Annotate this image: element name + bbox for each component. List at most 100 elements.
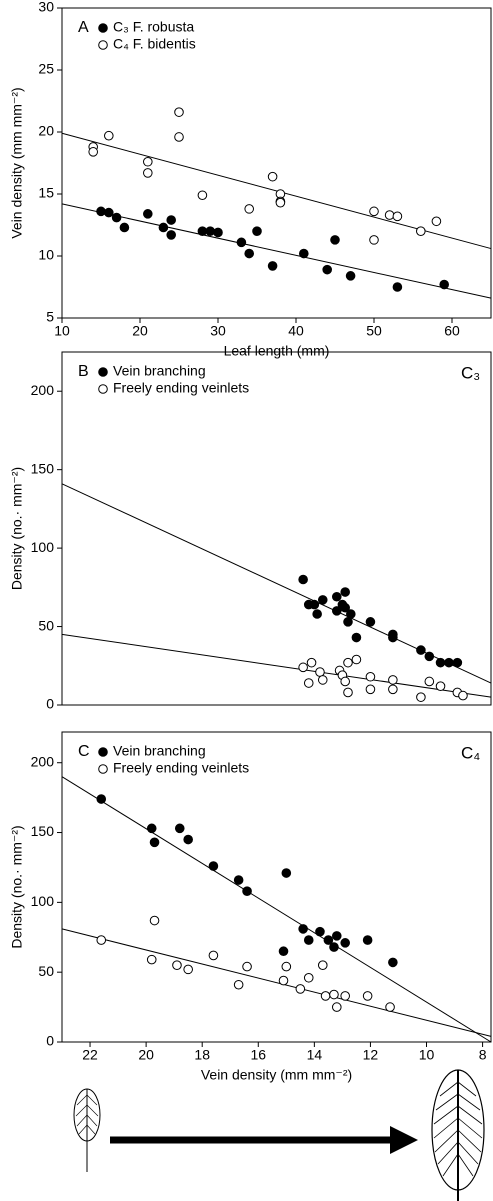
legend-label: Freely ending veinlets xyxy=(113,760,249,776)
legend-marker xyxy=(98,764,108,774)
data-point xyxy=(267,171,278,182)
data-point xyxy=(281,961,292,972)
data-point xyxy=(340,991,350,1001)
data-point xyxy=(213,227,223,238)
data-point xyxy=(439,279,450,290)
y-tick-label: 10 xyxy=(38,247,54,263)
trend-line xyxy=(61,928,492,1037)
data-point xyxy=(331,931,342,941)
y-axis-label: Vein density (mm mm⁻²) xyxy=(9,87,25,238)
y-tick-label: 200 xyxy=(31,382,55,398)
y-tick-label: 0 xyxy=(46,696,54,712)
data-point xyxy=(174,823,185,834)
data-point xyxy=(146,954,157,965)
data-point xyxy=(317,675,328,685)
y-axis-label: Density (no.· mm⁻²) xyxy=(9,825,25,948)
data-point xyxy=(111,212,122,223)
y-tick-label: 100 xyxy=(31,539,55,555)
data-point xyxy=(452,657,463,668)
data-point xyxy=(306,657,317,668)
data-point xyxy=(343,687,353,698)
data-point xyxy=(183,834,193,845)
data-point xyxy=(444,657,454,668)
data-point xyxy=(424,651,435,662)
trend-line xyxy=(61,633,492,698)
data-point xyxy=(244,248,254,259)
data-point xyxy=(312,609,322,619)
data-point xyxy=(340,587,350,597)
panel: 0 50 100 150 200 Density (no.· mm⁻²) B C₃ Vein b… xyxy=(9,351,492,712)
data-point xyxy=(346,609,356,619)
data-point xyxy=(208,950,219,961)
x-axis-label: Leaf length (mm) xyxy=(224,343,330,359)
data-point xyxy=(233,979,244,990)
data-point xyxy=(119,222,130,233)
data-point xyxy=(298,662,308,673)
x-tick-label: 10 xyxy=(419,1047,435,1063)
data-point xyxy=(298,924,308,934)
data-point xyxy=(174,107,184,117)
data-point xyxy=(146,823,157,834)
y-tick-label: 5 xyxy=(46,309,54,325)
data-point xyxy=(340,938,350,948)
panel-label: B xyxy=(78,363,89,380)
x-tick-label: 60 xyxy=(444,323,460,339)
leaf-diagram xyxy=(73,1069,485,1201)
x-tick-label: 30 xyxy=(210,323,226,339)
x-tick-label: 10 xyxy=(54,323,70,339)
data-point xyxy=(236,237,247,248)
data-point xyxy=(388,684,398,695)
data-point xyxy=(275,197,286,208)
legend-marker xyxy=(98,23,108,33)
arrow-head xyxy=(390,1126,418,1154)
x-tick-label: 14 xyxy=(307,1047,323,1063)
legend-label: Vein branching xyxy=(113,363,206,379)
data-point xyxy=(208,861,219,871)
y-tick-label: 100 xyxy=(31,893,55,909)
data-point xyxy=(166,230,176,240)
data-point xyxy=(315,667,325,677)
data-point xyxy=(299,248,309,259)
y-tick-label: 25 xyxy=(38,61,54,77)
data-point xyxy=(104,207,114,218)
data-point xyxy=(197,190,208,201)
data-point xyxy=(303,935,314,945)
data-point xyxy=(362,935,373,945)
x-tick-label: 12 xyxy=(363,1047,379,1063)
data-point xyxy=(330,235,340,245)
y-tick-label: 50 xyxy=(38,963,54,979)
data-point xyxy=(435,681,446,691)
data-point xyxy=(424,676,435,687)
legend-marker xyxy=(98,40,108,50)
data-point xyxy=(96,794,107,804)
data-point xyxy=(158,222,169,233)
trend-line xyxy=(61,776,492,1043)
data-point xyxy=(329,942,339,952)
data-point xyxy=(205,226,215,236)
legend-marker xyxy=(98,384,108,394)
data-point xyxy=(392,282,403,292)
data-point xyxy=(435,657,446,668)
data-point xyxy=(149,915,160,926)
data-point xyxy=(345,271,356,281)
data-point xyxy=(242,886,252,896)
data-point xyxy=(303,678,314,688)
small-leaf-veins xyxy=(75,1094,99,1135)
data-point xyxy=(281,868,292,878)
data-point xyxy=(278,946,289,957)
data-point xyxy=(329,989,339,1000)
corner-label: C₄ xyxy=(461,743,480,762)
data-point xyxy=(104,130,114,141)
data-point xyxy=(385,1002,395,1012)
legend-label: Vein branching xyxy=(113,743,206,759)
data-point xyxy=(343,657,353,668)
data-point xyxy=(174,132,184,142)
x-tick-label: 22 xyxy=(82,1047,98,1063)
data-point xyxy=(252,226,262,236)
data-point xyxy=(416,226,426,236)
plot-frame xyxy=(61,351,492,706)
data-point xyxy=(143,209,153,219)
data-point xyxy=(143,168,153,178)
data-point xyxy=(315,926,325,937)
